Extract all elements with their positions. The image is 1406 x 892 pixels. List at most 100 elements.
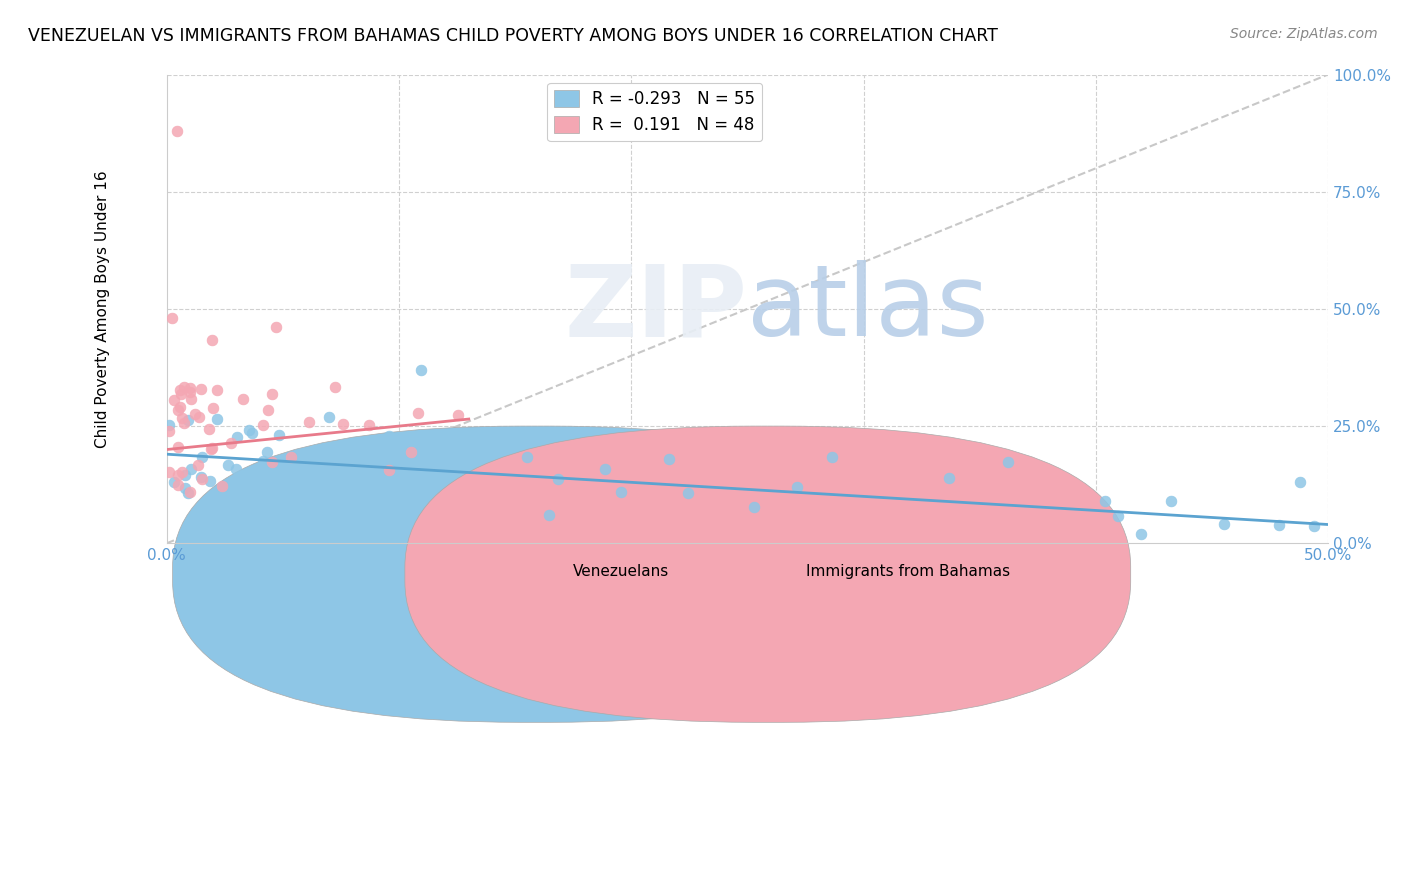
- Point: [172, 465, 194, 479]
- Point: [252, 454, 274, 468]
- Point: [1130, 527, 1153, 541]
- Point: [298, 415, 321, 429]
- Point: [157, 425, 180, 439]
- Point: [938, 471, 960, 485]
- Point: [205, 412, 228, 426]
- Point: [266, 493, 288, 508]
- Point: [190, 382, 212, 396]
- Point: [177, 486, 200, 500]
- Point: [225, 462, 247, 476]
- Text: Child Poverty Among Boys Under 16: Child Poverty Among Boys Under 16: [96, 170, 111, 448]
- Point: [205, 383, 228, 397]
- Point: [157, 417, 180, 432]
- Point: [201, 334, 224, 348]
- Point: [357, 417, 380, 432]
- Point: [413, 434, 436, 449]
- Point: [232, 392, 254, 407]
- Point: [1268, 518, 1291, 533]
- Point: [173, 380, 195, 394]
- Point: [201, 401, 224, 415]
- Point: [257, 402, 280, 417]
- Point: [174, 482, 197, 496]
- Point: [318, 410, 340, 425]
- Point: [311, 453, 333, 467]
- Point: [357, 457, 380, 471]
- Point: [332, 417, 354, 431]
- Legend: R = -0.293   N = 55, R =  0.191   N = 48: R = -0.293 N = 55, R = 0.191 N = 48: [547, 83, 762, 141]
- Point: [177, 413, 200, 427]
- Point: [1094, 494, 1116, 508]
- Point: [378, 428, 401, 442]
- Point: [413, 469, 436, 483]
- Point: [188, 410, 211, 425]
- Point: [166, 403, 188, 417]
- Point: [173, 416, 195, 430]
- Point: [323, 379, 346, 393]
- Point: [167, 467, 190, 482]
- Point: [454, 438, 477, 452]
- Point: [219, 435, 242, 450]
- Text: ZIP: ZIP: [565, 260, 748, 358]
- Point: [238, 423, 260, 437]
- Point: [169, 383, 191, 397]
- Point: [547, 472, 569, 486]
- Point: [200, 442, 222, 456]
- Point: [191, 450, 214, 464]
- Point: [1289, 475, 1312, 490]
- Point: [190, 470, 212, 484]
- Point: [260, 387, 283, 401]
- Point: [339, 483, 361, 497]
- Text: VENEZUELAN VS IMMIGRANTS FROM BAHAMAS CHILD POVERTY AMONG BOYS UNDER 16 CORRELAT: VENEZUELAN VS IMMIGRANTS FROM BAHAMAS CH…: [28, 27, 998, 45]
- Point: [191, 472, 214, 486]
- Point: [162, 475, 184, 489]
- Text: atlas: atlas: [748, 260, 988, 358]
- Point: [179, 381, 201, 395]
- Point: [447, 409, 470, 423]
- Text: Venezuelans: Venezuelans: [574, 564, 669, 579]
- Point: [821, 450, 844, 465]
- Point: [184, 407, 207, 421]
- Point: [264, 319, 287, 334]
- Point: [408, 406, 430, 420]
- Point: [200, 474, 222, 488]
- Point: [179, 385, 201, 400]
- Text: Source: ZipAtlas.com: Source: ZipAtlas.com: [1230, 27, 1378, 41]
- Point: [287, 491, 309, 505]
- FancyBboxPatch shape: [405, 426, 1130, 723]
- Point: [217, 458, 239, 472]
- Point: [170, 387, 193, 401]
- Point: [180, 461, 202, 475]
- Point: [378, 463, 401, 477]
- Point: [200, 441, 222, 455]
- Point: [179, 484, 201, 499]
- Point: [167, 477, 190, 491]
- FancyBboxPatch shape: [173, 426, 898, 723]
- Point: [538, 508, 561, 522]
- Point: [283, 476, 305, 491]
- Point: [162, 393, 184, 408]
- Point: [170, 410, 193, 425]
- Point: [657, 452, 679, 467]
- Point: [676, 486, 699, 500]
- Point: [595, 462, 617, 476]
- Point: [169, 400, 191, 414]
- Point: [399, 444, 422, 458]
- Point: [1160, 494, 1182, 508]
- Point: [997, 455, 1019, 469]
- Point: [166, 124, 188, 138]
- Point: [256, 445, 278, 459]
- Point: [211, 479, 233, 493]
- Point: [496, 438, 519, 452]
- Point: [1212, 516, 1234, 531]
- Point: [516, 450, 538, 465]
- Point: [742, 500, 765, 515]
- Point: [280, 450, 302, 464]
- Point: [1107, 508, 1129, 523]
- Text: Immigrants from Bahamas: Immigrants from Bahamas: [806, 564, 1010, 579]
- Point: [1303, 519, 1326, 533]
- Point: [157, 466, 180, 480]
- Point: [786, 480, 808, 494]
- Point: [162, 311, 184, 326]
- Point: [174, 468, 197, 483]
- Point: [391, 447, 413, 461]
